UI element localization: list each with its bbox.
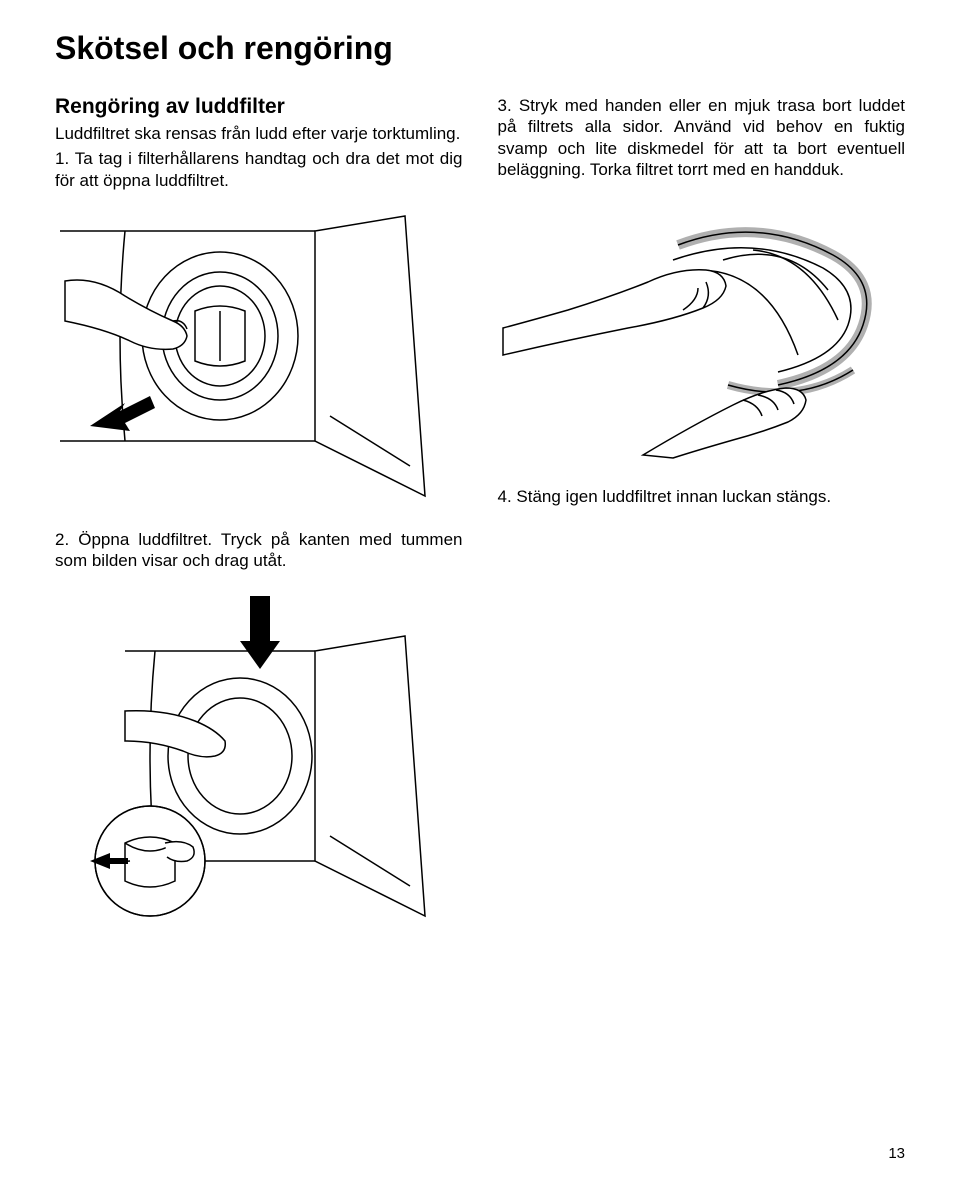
- step2-text: 2. Öppna luddfiltret. Tryck på kanten me…: [55, 529, 463, 572]
- intro-text: Luddfiltret ska rensas från ludd efter v…: [55, 123, 463, 144]
- left-column: Rengöring av luddfilter Luddfiltret ska …: [55, 95, 463, 939]
- illustration-step2: [55, 591, 463, 921]
- right-column: 3. Stryk med handen eller en mjuk trasa …: [498, 95, 906, 939]
- content-columns: Rengöring av luddfilter Luddfiltret ska …: [55, 95, 905, 939]
- page-number: 13: [888, 1145, 905, 1162]
- illustration-step3: [498, 200, 906, 460]
- page-title: Skötsel och rengöring: [55, 30, 905, 67]
- step1-text: 1. Ta tag i filterhållarens handtag och …: [55, 148, 463, 191]
- illustration-step1: [55, 211, 463, 511]
- step4-text: 4. Stäng igen luddfiltret innan luckan s…: [498, 486, 906, 507]
- section-subtitle: Rengöring av luddfilter: [55, 95, 463, 119]
- step3-text: 3. Stryk med handen eller en mjuk trasa …: [498, 95, 906, 180]
